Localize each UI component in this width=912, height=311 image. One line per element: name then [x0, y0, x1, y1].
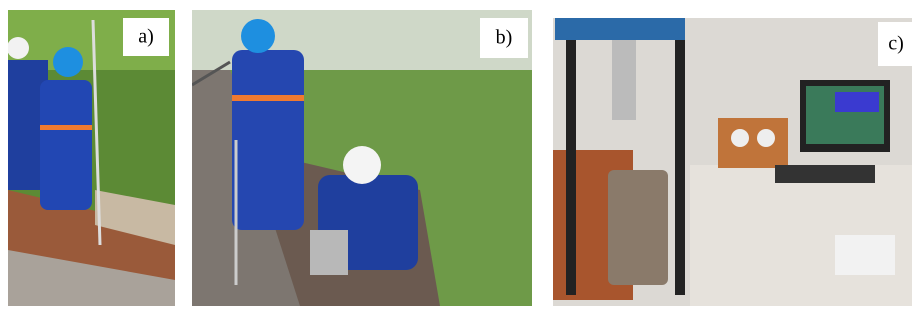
- screen-plot: [835, 92, 879, 112]
- panel-label: a): [138, 26, 154, 48]
- actuator: [612, 40, 636, 120]
- helmet-white: [343, 146, 381, 184]
- figure: a) b) c): [0, 0, 912, 311]
- helmet-white: [7, 37, 29, 59]
- gauge: [731, 129, 749, 147]
- helmet-blue: [241, 19, 275, 53]
- panel-label: c): [888, 33, 904, 55]
- worker-right: [40, 80, 92, 210]
- frame-column: [566, 40, 576, 295]
- photo-c: [553, 18, 912, 306]
- frame-column: [675, 40, 685, 295]
- worker-standing: [232, 50, 304, 230]
- panel-label: b): [496, 27, 513, 49]
- gauge: [757, 129, 775, 147]
- printer: [835, 235, 895, 275]
- reflective-stripe: [232, 95, 304, 101]
- load-frame-top: [555, 18, 685, 40]
- helmet-blue: [53, 47, 83, 77]
- pressure-panel: [718, 118, 788, 168]
- keyboard: [775, 165, 875, 183]
- triaxial-cell: [608, 170, 668, 285]
- reflective-stripe: [40, 125, 92, 130]
- instrument-box: [310, 230, 348, 275]
- page: a) b) c) (() => { const da: [0, 0, 912, 311]
